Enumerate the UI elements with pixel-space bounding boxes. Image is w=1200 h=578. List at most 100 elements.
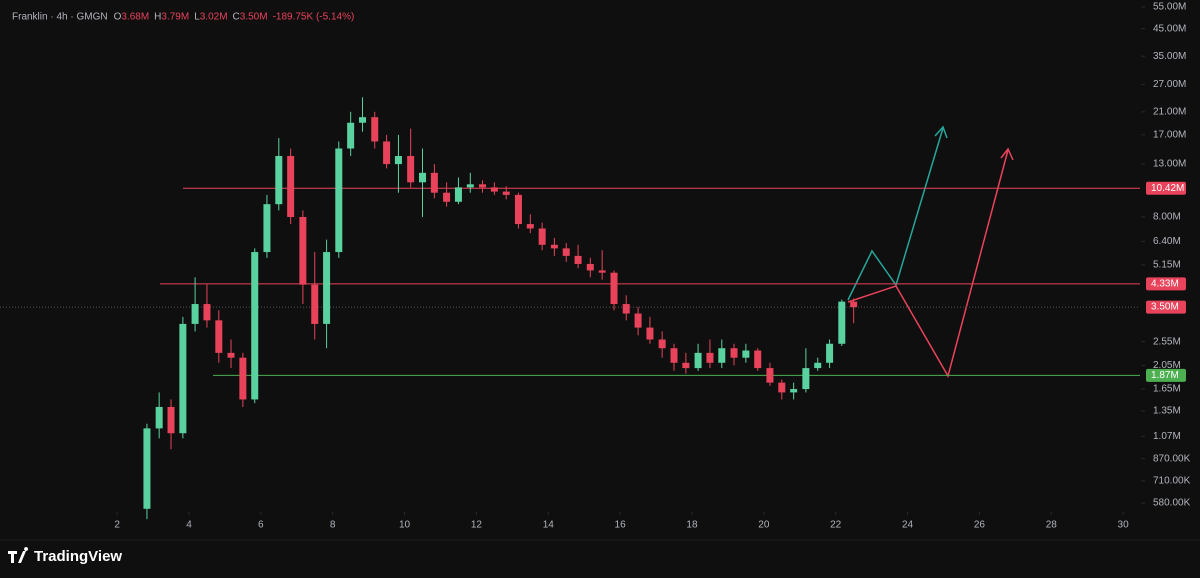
x-tick-label: 30	[1118, 520, 1130, 531]
candle-body	[287, 156, 295, 218]
candle-body	[155, 406, 163, 429]
candle-body	[562, 248, 570, 256]
y-tick-label: 45.00M	[1153, 23, 1186, 34]
candle-body	[598, 270, 606, 273]
x-tick-label: 14	[543, 520, 555, 531]
candle-body	[514, 194, 522, 225]
candle-body	[335, 148, 343, 253]
candle-body	[311, 284, 319, 324]
candle-body	[778, 382, 786, 393]
candle-body	[430, 172, 438, 193]
candle-body	[574, 255, 582, 264]
candle-body	[622, 304, 630, 314]
y-tick-label: 710.00K	[1153, 476, 1191, 487]
y-tick-label: 1.65M	[1153, 384, 1181, 395]
x-tick-label: 10	[399, 520, 411, 531]
candle-body	[694, 352, 702, 369]
y-tick-label: 5.15M	[1153, 260, 1181, 271]
candle-body	[323, 252, 331, 324]
arrow-head	[1000, 147, 1014, 161]
candle-body	[383, 141, 391, 165]
candle-body	[443, 192, 451, 202]
candle-body	[299, 217, 307, 285]
candle-body	[191, 304, 199, 324]
candle-body	[538, 228, 546, 245]
x-tick-label: 22	[830, 520, 842, 531]
candle-body	[203, 304, 211, 321]
candle-body	[838, 301, 846, 344]
y-tick-label: 55.00M	[1153, 2, 1186, 13]
y-tick-label: 35.00M	[1153, 51, 1186, 62]
y-tick-label: 1.35M	[1153, 406, 1181, 417]
x-tick-label: 24	[902, 520, 914, 531]
candle-body	[239, 357, 247, 400]
level-label: 10.42M	[1151, 183, 1184, 194]
candle-body	[730, 348, 738, 358]
level-badge	[1146, 300, 1186, 314]
level-label: 4.33M	[1151, 279, 1179, 290]
header-symbol: Franklin · 4h · GMGN	[12, 12, 108, 23]
x-tick-label: 18	[686, 520, 698, 531]
header-value: 3.79M	[161, 12, 189, 23]
arrow-head	[934, 125, 948, 139]
candle-body	[371, 117, 379, 142]
candle-body	[754, 350, 762, 369]
level-badge	[1146, 181, 1186, 195]
candle-body	[167, 406, 175, 434]
x-tick-label: 8	[330, 520, 336, 531]
y-tick-label: 6.40M	[1153, 236, 1181, 247]
header-value: 3.68M	[121, 12, 149, 23]
candle-body	[479, 184, 487, 188]
x-tick-label: 16	[615, 520, 627, 531]
candle-body	[227, 352, 235, 358]
brand: TradingView	[8, 547, 122, 565]
candle-body	[359, 117, 367, 123]
candle-body	[646, 327, 654, 340]
candle-body	[394, 156, 402, 165]
candle-body	[826, 343, 834, 363]
projection-green	[847, 125, 948, 301]
level-label: 3.50M	[1151, 302, 1179, 313]
candle-body	[706, 352, 714, 363]
y-tick-label: 2.55M	[1153, 336, 1181, 347]
y-tick-label: 1.07M	[1153, 431, 1181, 442]
candle-body	[658, 339, 666, 349]
candle-body	[790, 389, 798, 393]
candle-body	[419, 172, 427, 183]
candle-body	[718, 348, 726, 363]
x-tick-label: 26	[974, 520, 986, 531]
candle-body	[143, 428, 151, 509]
candle-body	[466, 184, 474, 188]
candle-body	[502, 191, 510, 195]
candle-body	[814, 362, 822, 369]
candle-body	[634, 313, 642, 328]
candle-body	[490, 187, 498, 192]
x-tick-label: 6	[258, 520, 264, 531]
header-key: H	[154, 12, 161, 23]
header-change: -189.75K (-5.14%)	[273, 12, 355, 23]
y-tick-label: 13.00M	[1153, 159, 1186, 170]
candle-body	[407, 156, 415, 183]
candle-body	[610, 272, 618, 305]
level-badge	[1146, 277, 1186, 291]
candle-body	[251, 252, 259, 400]
candle-body	[526, 224, 534, 229]
header-value: 3.50M	[240, 12, 268, 23]
x-tick-label: 2	[114, 520, 120, 531]
y-tick-label: 870.00K	[1153, 453, 1191, 464]
x-tick-label: 4	[186, 520, 192, 531]
y-tick-label: 21.00M	[1153, 106, 1186, 117]
projection-line	[847, 149, 1009, 378]
candle-body	[550, 244, 558, 249]
projection-red	[847, 147, 1014, 378]
candle-body	[682, 362, 690, 369]
header-key: C	[233, 12, 240, 23]
candle-body	[742, 350, 750, 358]
candle-body	[275, 156, 283, 205]
level-label: 1.87M	[1151, 370, 1179, 381]
projection-line	[847, 127, 944, 301]
candle-body	[586, 263, 594, 271]
candle-body	[766, 368, 774, 383]
